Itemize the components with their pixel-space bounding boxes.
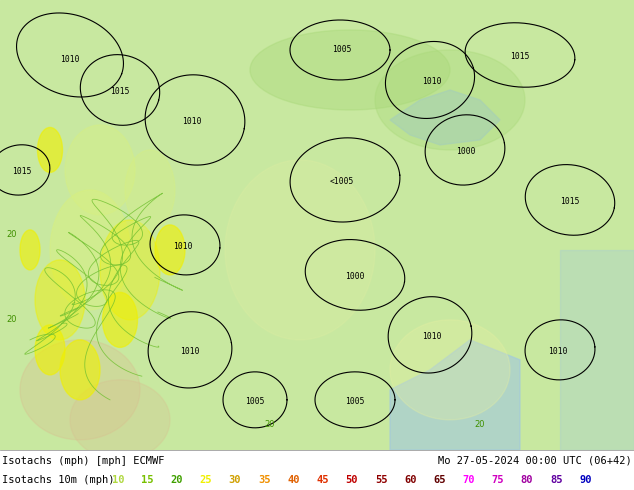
Text: 1010: 1010 <box>180 347 200 356</box>
Text: 70: 70 <box>462 475 475 485</box>
Text: 1000: 1000 <box>456 147 476 156</box>
Text: 75: 75 <box>491 475 504 485</box>
Text: Isotachs 10m (mph): Isotachs 10m (mph) <box>2 475 115 485</box>
Ellipse shape <box>125 150 175 230</box>
Text: 90: 90 <box>579 475 592 485</box>
Text: 1005: 1005 <box>332 46 352 54</box>
Ellipse shape <box>65 125 135 215</box>
Text: 20: 20 <box>171 475 183 485</box>
Text: 1000: 1000 <box>346 272 365 281</box>
Ellipse shape <box>37 127 63 172</box>
Text: 1015: 1015 <box>510 52 530 61</box>
Ellipse shape <box>155 225 185 275</box>
Bar <box>560 250 634 450</box>
Polygon shape <box>390 90 500 145</box>
Text: 20: 20 <box>475 420 485 429</box>
Polygon shape <box>390 340 520 450</box>
Ellipse shape <box>20 230 40 270</box>
Ellipse shape <box>375 50 525 150</box>
Text: 10: 10 <box>112 475 124 485</box>
Text: 65: 65 <box>433 475 446 485</box>
Text: 1010: 1010 <box>173 243 193 251</box>
Text: 1010: 1010 <box>422 77 442 86</box>
Text: 45: 45 <box>316 475 329 485</box>
Text: 60: 60 <box>404 475 417 485</box>
Text: 80: 80 <box>521 475 533 485</box>
Ellipse shape <box>50 190 130 310</box>
Text: 55: 55 <box>375 475 387 485</box>
Text: 15: 15 <box>141 475 153 485</box>
Ellipse shape <box>250 30 450 110</box>
Ellipse shape <box>100 220 160 320</box>
Text: 1015: 1015 <box>560 197 579 206</box>
Text: 85: 85 <box>550 475 562 485</box>
Text: 1010: 1010 <box>548 347 568 356</box>
Text: 30: 30 <box>229 475 242 485</box>
Ellipse shape <box>35 260 85 340</box>
Text: Isotachs (mph) [mph] ECMWF: Isotachs (mph) [mph] ECMWF <box>2 456 164 466</box>
Text: 40: 40 <box>287 475 300 485</box>
Text: 20: 20 <box>7 230 17 240</box>
Text: 1010: 1010 <box>422 332 442 342</box>
Text: 1010: 1010 <box>182 118 202 126</box>
Text: 35: 35 <box>258 475 271 485</box>
Text: 1005: 1005 <box>245 397 265 406</box>
Ellipse shape <box>390 320 510 420</box>
Ellipse shape <box>20 340 140 440</box>
Text: 1015: 1015 <box>12 168 32 176</box>
Text: Mo 27-05-2024 00:00 UTC (06+42): Mo 27-05-2024 00:00 UTC (06+42) <box>438 456 632 466</box>
Text: 25: 25 <box>200 475 212 485</box>
Text: 50: 50 <box>346 475 358 485</box>
Ellipse shape <box>60 340 100 400</box>
Text: 1005: 1005 <box>346 397 365 406</box>
Ellipse shape <box>70 380 170 460</box>
Ellipse shape <box>103 293 138 347</box>
Text: 20: 20 <box>265 420 275 429</box>
Text: 1015: 1015 <box>110 87 130 97</box>
Ellipse shape <box>225 160 375 340</box>
Ellipse shape <box>35 325 65 375</box>
Text: 1010: 1010 <box>60 55 80 65</box>
Text: 20: 20 <box>7 316 17 324</box>
Text: <1005: <1005 <box>330 177 354 186</box>
